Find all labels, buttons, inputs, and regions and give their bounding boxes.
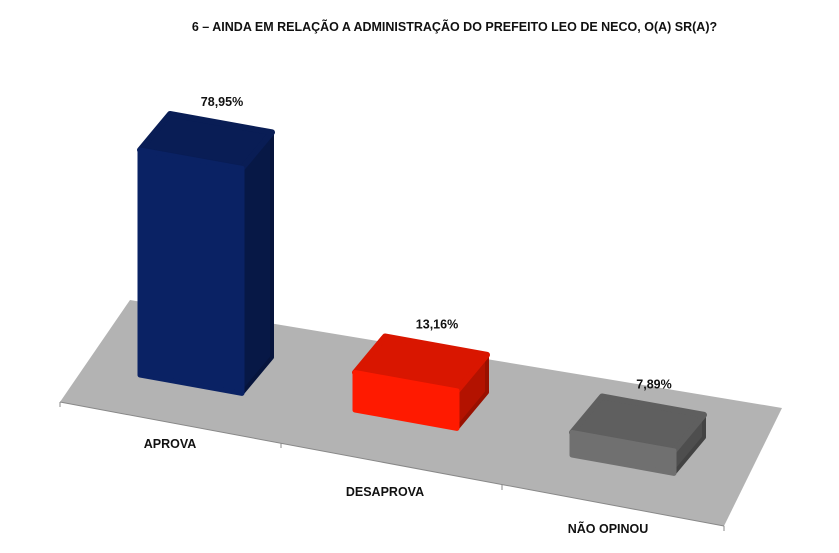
chart-title: 6 – AINDA EM RELAÇÃO A ADMINISTRAÇÃO DO … — [191, 20, 718, 34]
bar — [569, 430, 677, 476]
data-label: 13,16% — [416, 317, 458, 331]
bar — [352, 369, 460, 431]
data-label: 7,89% — [636, 378, 671, 392]
category-label: APROVA — [144, 437, 197, 451]
bar-side — [240, 130, 274, 396]
category-label: NÃO OPINOU — [568, 521, 649, 536]
bar — [137, 147, 245, 396]
category-label: DESAPROVA — [346, 485, 424, 499]
x-axis-line — [59, 401, 725, 527]
data-label: 78,95% — [201, 95, 243, 109]
